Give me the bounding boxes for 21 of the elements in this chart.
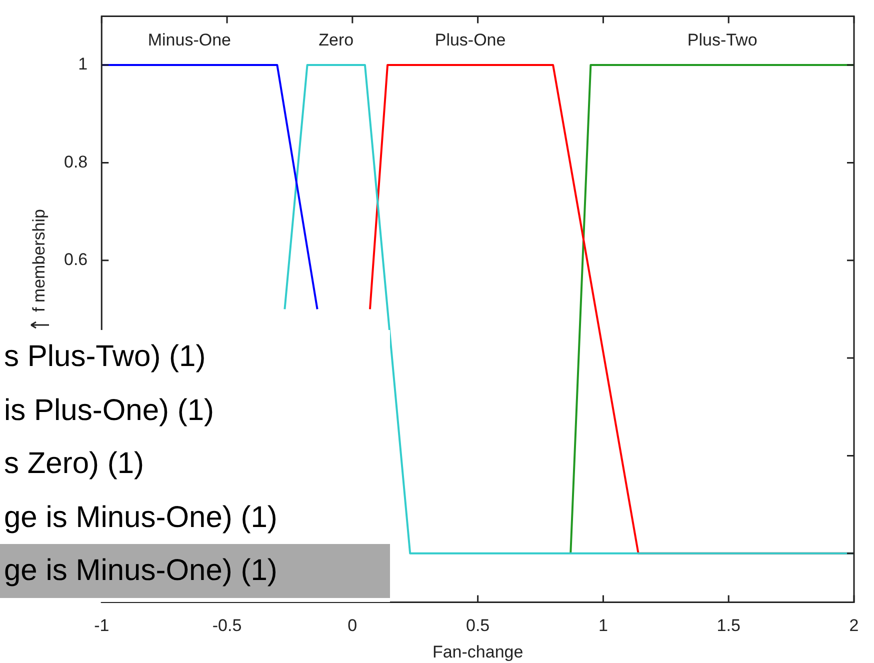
x-tick-label: -0.5 [212, 616, 242, 636]
y-tick-label: 1 [78, 54, 88, 74]
y-tick-label: 0.6 [64, 250, 88, 270]
selected-row: ge is Minus-One) (1) [0, 544, 390, 598]
series-label: Plus-Two [687, 30, 758, 50]
series-label: Zero [318, 30, 354, 50]
x-axis-title: Fan-change [432, 642, 524, 662]
annotation: s Plus-Two) (1) [3, 339, 207, 375]
y-tick-label: 0.8 [64, 152, 88, 172]
x-tick-label: 1 [598, 616, 608, 636]
x-tick-label: -1 [94, 616, 110, 636]
annotation: ge is Minus-One) (1) [3, 500, 278, 536]
y-axis-title: f membership [30, 209, 49, 312]
x-tick-label: 1.5 [716, 616, 740, 636]
x-tick-label: 0 [348, 616, 358, 636]
x-tick-label: 2 [849, 616, 859, 636]
series-label: Minus-One [148, 30, 231, 50]
x-tick-label: 0.5 [466, 616, 490, 636]
annotation: s Zero) (1) [3, 446, 146, 482]
series-label: Plus-One [434, 30, 506, 50]
annotation: is Plus-One) (1) [3, 392, 216, 428]
